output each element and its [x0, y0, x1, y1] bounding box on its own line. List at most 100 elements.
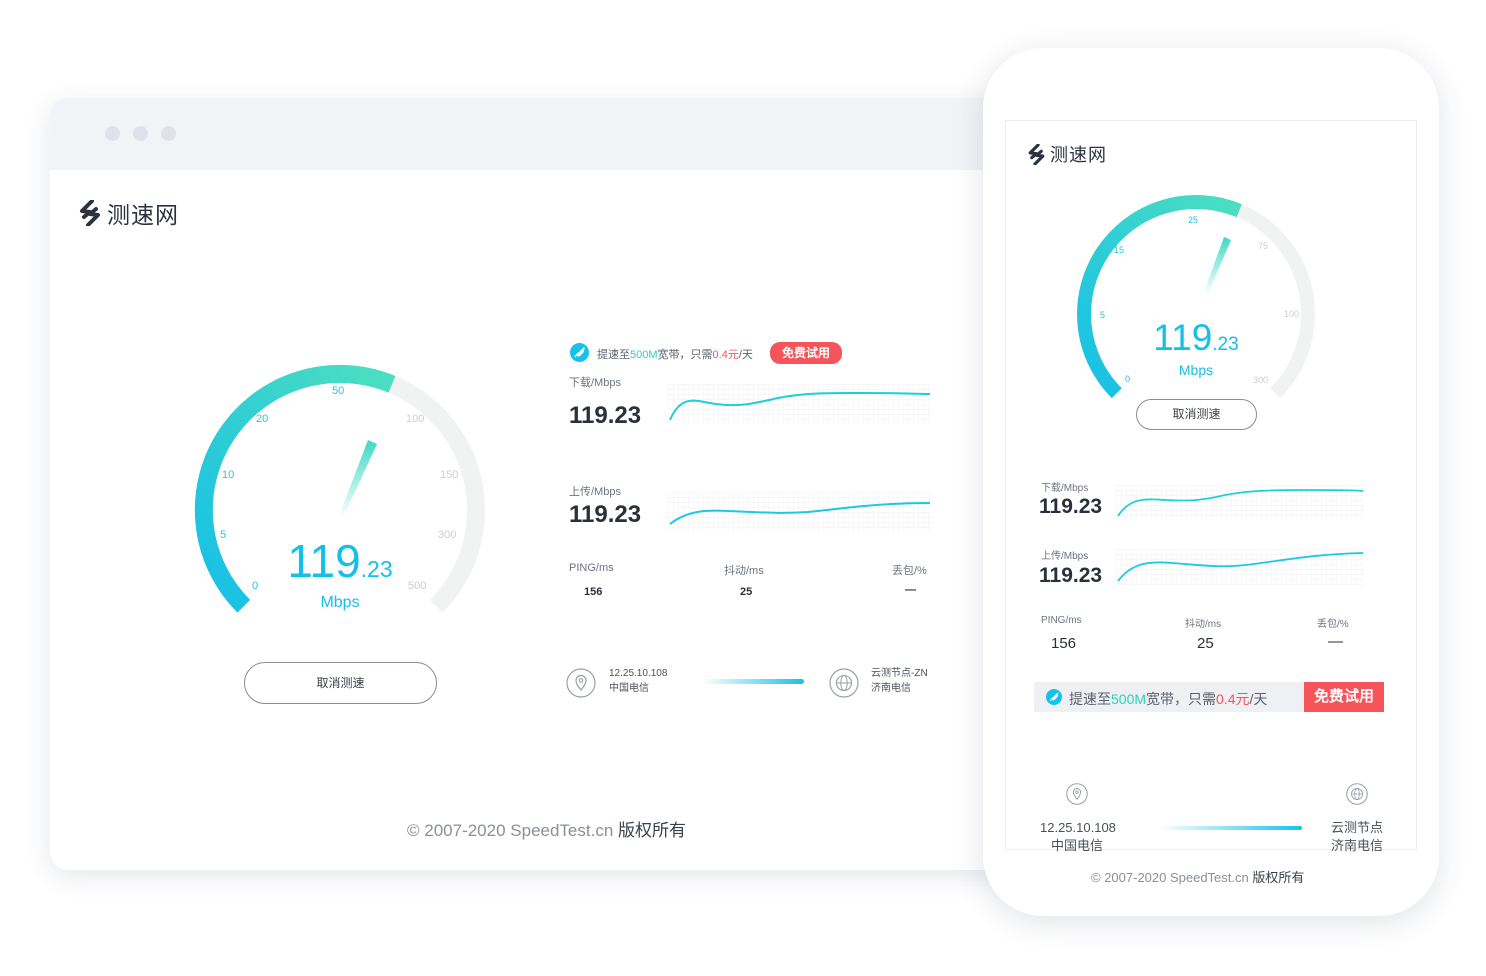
footer-copyright: © 2007-2020 SpeedTest.cn 版权所有 — [407, 821, 687, 840]
upload-value: 119.23 — [1039, 564, 1103, 587]
loss-value: — — [905, 584, 916, 596]
upload-label: 上传/Mbps — [569, 486, 621, 498]
gauge-tick: 25 — [1188, 215, 1198, 225]
location-pin-icon — [1066, 783, 1088, 805]
speed-gauge: 0 5 10 20 50 100 150 300 500 — [194, 364, 485, 613]
phone-screen: 测速网 0 5 15 25 75 100 300 — [1005, 120, 1417, 885]
gauge-progress — [194, 364, 396, 613]
client-ip: 12.25.10.108 — [1040, 820, 1116, 835]
gauge-needle — [1204, 237, 1231, 294]
gauge-tick: 5 — [220, 529, 226, 541]
gauge-tick: 500 — [408, 580, 426, 592]
gauge-tick: 0 — [252, 580, 258, 592]
speed-readout: 119.23 — [240, 534, 440, 588]
connection-bar — [702, 679, 804, 684]
upload-curve — [669, 502, 931, 525]
server-info[interactable]: 云测节点 济南电信 — [1322, 819, 1392, 855]
brand-logo-icon — [80, 200, 100, 226]
free-trial-button[interactable]: 免费试用 — [1304, 682, 1384, 712]
brand-name: 测速网 — [107, 202, 179, 228]
gauge-tick: 10 — [222, 469, 234, 481]
loss-value: — — [1328, 633, 1343, 650]
gauge-tick: 5 — [1100, 310, 1105, 320]
promo-text: 提速至500M宽带，只需0.4元/天 — [597, 349, 753, 361]
upload-value: 119.23 — [569, 501, 642, 528]
download-chart — [1116, 485, 1364, 519]
ping-value: 156 — [584, 586, 603, 598]
download-curve — [1117, 489, 1364, 517]
download-value: 119.23 — [1039, 495, 1103, 518]
ping-value: 156 — [1051, 635, 1077, 652]
jitter-value: 25 — [740, 586, 753, 598]
cancel-test-button[interactable]: 取消测速 — [244, 662, 437, 704]
loss-label: 丢包/% — [1317, 619, 1349, 630]
speed-unit: Mbps — [320, 594, 360, 611]
server-name: 云测节点 — [1330, 820, 1383, 835]
jitter-value: 25 — [1197, 635, 1214, 652]
server-isp: 济南电信 — [871, 683, 911, 694]
brand-logo-icon — [1028, 143, 1045, 165]
brand-logo[interactable]: 测速网 — [78, 196, 179, 230]
window-dot-minimize[interactable] — [133, 126, 148, 141]
gauge-tick: 100 — [1284, 309, 1299, 319]
upload-chart — [668, 492, 932, 532]
client-info: 12.25.10.108 中国电信 — [1040, 819, 1116, 855]
speed-decimal: .23 — [1212, 334, 1239, 355]
globe-icon — [829, 668, 859, 698]
jitter-label: 抖动/ms — [724, 565, 764, 577]
download-chart — [668, 384, 932, 424]
gauge-tick: 300 — [438, 529, 456, 541]
ping-label: PING/ms — [1041, 615, 1082, 626]
upload-curve — [1117, 552, 1364, 582]
speed-gauge: 0 5 15 25 75 100 300 — [1077, 195, 1315, 399]
cancel-test-button[interactable]: 取消测速 — [1136, 399, 1257, 430]
phone-frame: 测速网 0 5 15 25 75 100 300 — [983, 48, 1439, 916]
window-dot-maximize[interactable] — [161, 126, 176, 141]
jitter-label: 抖动/ms — [1185, 619, 1222, 630]
promo-bar: 提速至500M宽带，只需0.4元/天 免费试用 — [1034, 682, 1384, 712]
server-isp: 济南电信 — [1330, 838, 1383, 853]
gauge-progress — [1077, 195, 1242, 399]
client-isp: 中国电信 — [1050, 838, 1103, 853]
free-trial-button[interactable]: 免费试用 — [770, 342, 842, 364]
globe-icon — [1346, 783, 1368, 805]
server-info[interactable]: 云测节点-ZN 济南电信 — [871, 666, 928, 696]
speed-decimal: .23 — [360, 556, 393, 582]
gauge-tick: 20 — [256, 413, 268, 425]
browser-window: 测速网 0 5 10 20 50 100 150 300 500 119.23 … — [50, 98, 1060, 870]
connection-bar — [1159, 826, 1302, 830]
upload-label: 上传/Mbps — [1041, 551, 1089, 562]
download-label: 下载/Mbps — [1041, 483, 1089, 494]
footer-copyright: © 2007-2020 SpeedTest.cn 版权所有 — [1091, 870, 1305, 885]
rocket-icon — [570, 343, 589, 362]
brand-logo[interactable]: 测速网 — [1027, 141, 1107, 167]
gauge-needle — [339, 440, 377, 518]
window-dot-close[interactable] — [105, 126, 120, 141]
gauge-tick: 50 — [332, 385, 344, 397]
location-pin-icon — [566, 668, 596, 698]
client-isp: 中国电信 — [609, 683, 649, 694]
brand-name: 测速网 — [1050, 145, 1107, 165]
rocket-icon — [1046, 689, 1062, 705]
download-label: 下载/Mbps — [569, 377, 621, 389]
ping-label: PING/ms — [569, 562, 614, 574]
upload-chart — [1116, 549, 1364, 585]
gauge-tick: 0 — [1125, 374, 1130, 384]
client-info: 12.25.10.108 中国电信 — [609, 666, 667, 696]
speed-integer: 119 — [287, 535, 361, 587]
gauge-tick: 150 — [440, 469, 458, 481]
browser-title-bar — [50, 98, 1060, 170]
gauge-tick: 100 — [406, 413, 424, 425]
gauge-tick: 75 — [1258, 241, 1268, 251]
gauge-tick: 300 — [1253, 375, 1268, 385]
speed-readout: 119.23 — [1116, 317, 1276, 359]
download-curve — [669, 391, 931, 421]
speed-integer: 119 — [1153, 317, 1213, 358]
server-name: 云测节点-ZN — [871, 668, 928, 679]
client-ip: 12.25.10.108 — [609, 668, 668, 679]
promo-text: 提速至500M宽带，只需0.4元/天 — [1069, 691, 1268, 707]
speed-unit: Mbps — [1178, 362, 1214, 378]
download-value: 119.23 — [569, 402, 642, 429]
loss-label: 丢包/% — [892, 565, 927, 577]
gauge-tick: 15 — [1114, 245, 1124, 255]
